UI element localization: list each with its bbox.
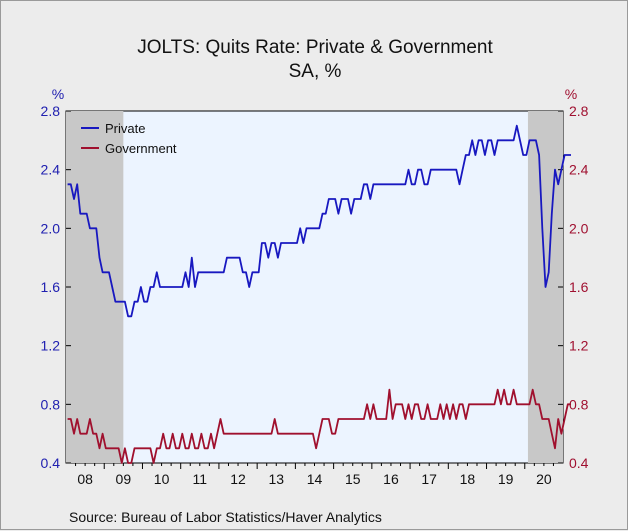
x-tick-label: 16 <box>383 471 399 487</box>
recession-band-0 <box>66 111 124 463</box>
legend-label-government: Government <box>105 141 177 156</box>
source-note: Source: Bureau of Labor Statistics/Haver… <box>69 509 382 525</box>
x-tick-label: 13 <box>268 471 284 487</box>
x-tick-label: 15 <box>345 471 361 487</box>
x-tick-label: 14 <box>307 471 323 487</box>
left-tick-label: 2.4 <box>41 162 61 178</box>
right-tick-label: 2.0 <box>569 220 589 236</box>
right-axis-unit: % <box>565 86 577 102</box>
left-tick-label: 1.2 <box>41 338 61 354</box>
x-tick-label: 11 <box>193 471 208 487</box>
series-line-private <box>67 124 571 318</box>
x-tick-label: 19 <box>498 471 514 487</box>
right-tick-label: 2.4 <box>569 162 589 178</box>
x-tick-label: 08 <box>77 471 93 487</box>
left-axis-unit: % <box>52 86 64 102</box>
chart-title: JOLTS: Quits Rate: Private & Government <box>137 37 493 58</box>
left-tick-label: 0.4 <box>41 455 61 471</box>
x-tick-label: 10 <box>154 471 170 487</box>
series-line-government <box>67 388 571 464</box>
right-tick-label: 0.4 <box>569 455 589 471</box>
x-tick-label: 12 <box>230 471 246 487</box>
left-tick-label: 2.8 <box>41 103 61 119</box>
right-tick-label: 1.6 <box>569 279 589 295</box>
axis-ticks <box>66 110 563 469</box>
left-tick-label: 1.6 <box>41 279 61 295</box>
legend: Private Government <box>81 121 177 156</box>
left-tick-label: 2.0 <box>41 220 61 236</box>
chart-subtitle: SA, % <box>289 61 342 82</box>
x-tick-label: 17 <box>421 471 437 487</box>
right-tick-label: 0.8 <box>569 396 589 412</box>
x-tick-label: 20 <box>536 471 552 487</box>
right-tick-label: 2.8 <box>569 103 589 119</box>
x-tick-label: 18 <box>460 471 476 487</box>
right-tick-label: 1.2 <box>569 338 589 354</box>
legend-label-private: Private <box>105 121 145 136</box>
left-tick-label: 0.8 <box>41 396 61 412</box>
series-lines <box>67 124 571 464</box>
tick-labels: 0.4 0.4 0.8 0.8 1.2 1.2 1.6 1.6 2.0 2.0 2.4 2.4 2.8 2… <box>41 103 589 487</box>
x-tick-label: 09 <box>116 471 132 487</box>
